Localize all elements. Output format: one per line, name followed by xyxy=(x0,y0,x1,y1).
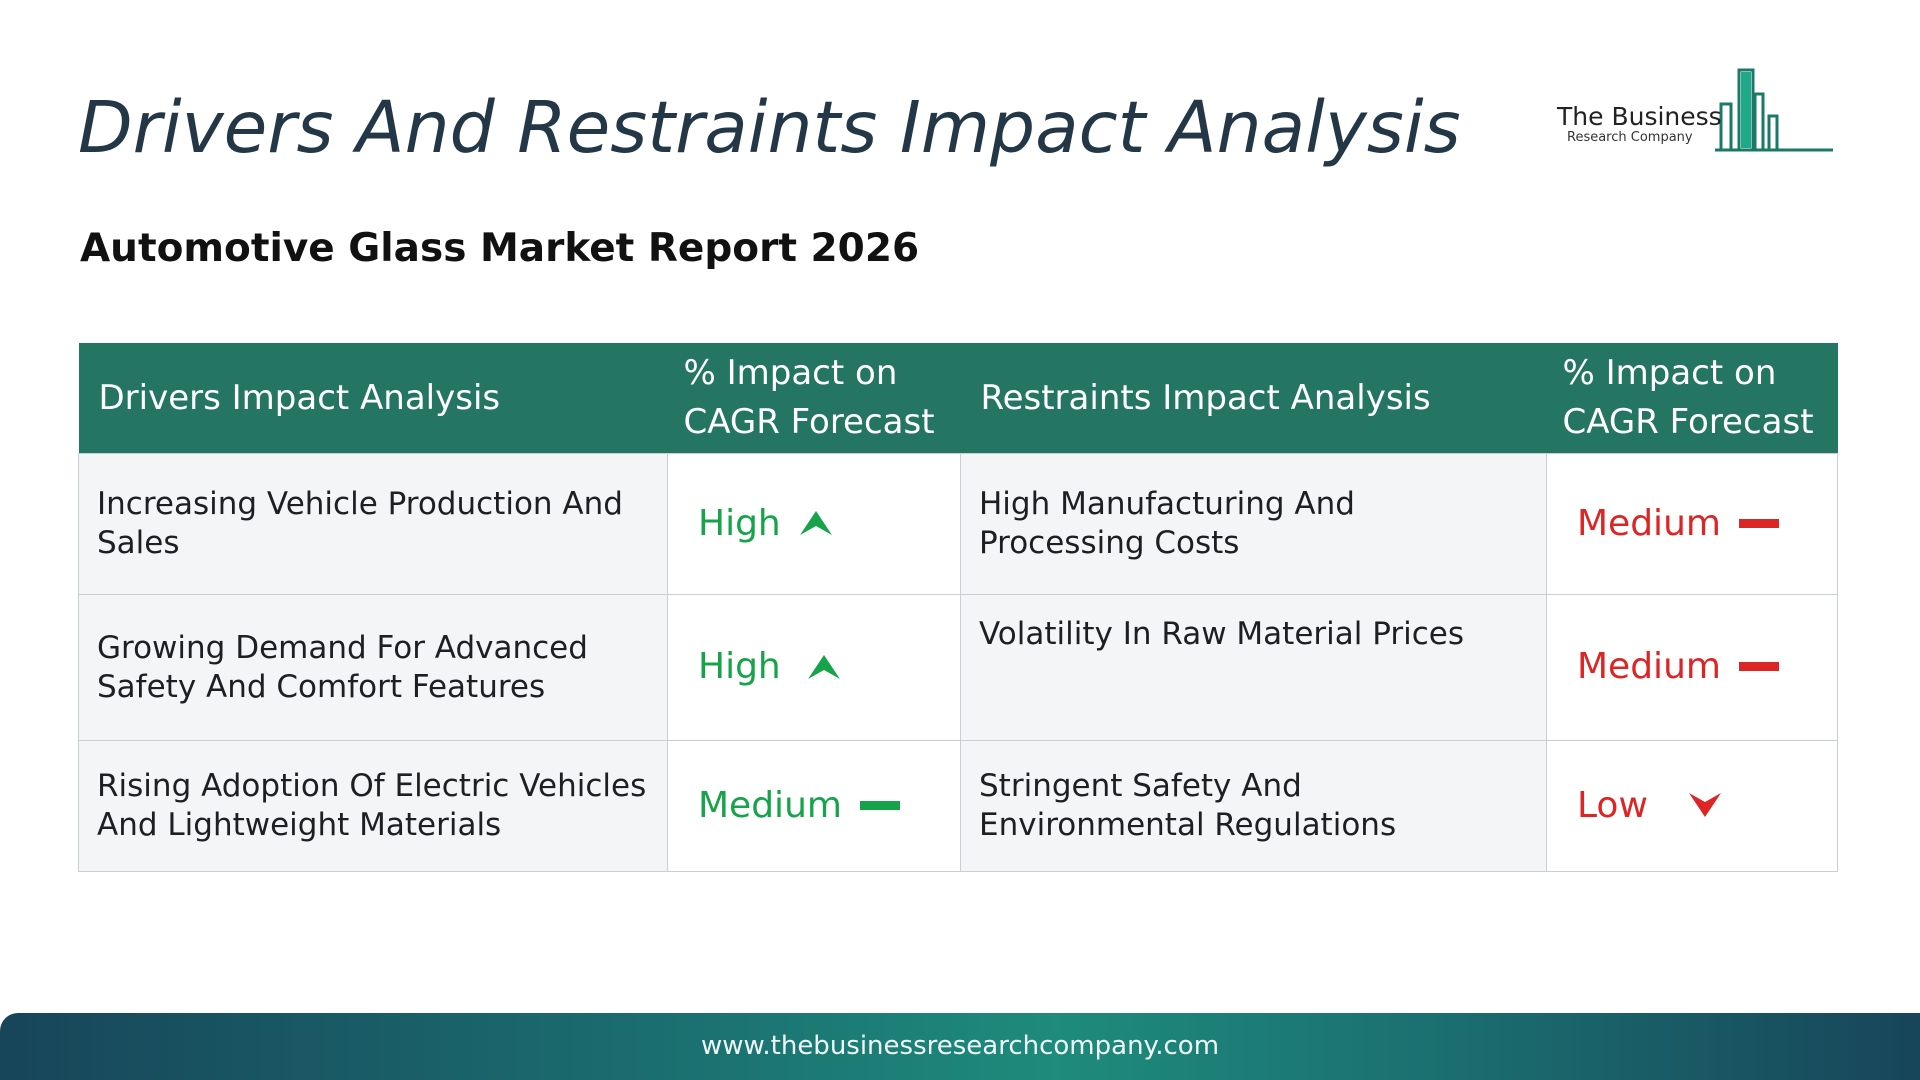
header-drivers: Drivers Impact Analysis xyxy=(78,343,668,454)
restraint-impact-cell: Medium xyxy=(1546,594,1838,741)
report-subtitle: Automotive Glass Market Report 2026 xyxy=(80,226,920,271)
driver-impact-label: Medium xyxy=(698,784,842,826)
arrow-down-icon xyxy=(1688,793,1721,817)
impact-table: Drivers Impact Analysis % Impact on CAGR… xyxy=(78,343,1838,872)
table-row: Increasing Vehicle Production And Sales … xyxy=(78,453,1838,595)
driver-impact-label: High xyxy=(698,646,781,687)
header-restraints-impact: % Impact on CAGR Forecast xyxy=(1546,343,1838,454)
driver-impact-cell: Medium xyxy=(667,740,961,872)
driver-impact-cell: High xyxy=(667,594,961,741)
restraint-impact-cell: Low xyxy=(1546,740,1838,872)
arrow-up-icon xyxy=(799,511,832,535)
driver-impact-label: High xyxy=(698,502,781,544)
driver-impact-cell: High xyxy=(667,453,961,595)
restraint-impact-cell: Medium xyxy=(1546,453,1838,595)
restraint-cell: Volatility In Raw Material Prices xyxy=(960,594,1547,741)
city-bars-icon xyxy=(1715,68,1833,152)
driver-cell: Increasing Vehicle Production And Sales xyxy=(78,453,668,595)
footer-bar: www.thebusinessresearchcompany.com xyxy=(0,1013,1920,1080)
table-row: Rising Adoption Of Electric Vehicles And… xyxy=(78,740,1838,872)
header-drivers-impact: % Impact on CAGR Forecast xyxy=(667,343,961,454)
restraint-impact-label: Medium xyxy=(1577,502,1721,544)
restraint-impact-label: Medium xyxy=(1577,646,1721,687)
table-row: Growing Demand For Advanced Safety And C… xyxy=(78,594,1838,741)
driver-cell: Rising Adoption Of Electric Vehicles And… xyxy=(78,740,668,872)
table-header-row: Drivers Impact Analysis % Impact on CAGR… xyxy=(78,343,1838,454)
driver-cell: Growing Demand For Advanced Safety And C… xyxy=(78,594,668,741)
restraint-impact-label: Low xyxy=(1577,784,1648,826)
dash-icon xyxy=(859,800,900,810)
dash-icon xyxy=(1738,518,1779,528)
company-logo: The Business Research Company xyxy=(1555,66,1835,156)
footer-url[interactable]: www.thebusinessresearchcompany.com xyxy=(700,1031,1220,1061)
logo-tagline: Research Company xyxy=(1567,130,1693,145)
arrow-up-icon xyxy=(807,654,840,679)
page-title: Drivers And Restraints Impact Analysis xyxy=(78,86,1461,169)
header-restraints: Restraints Impact Analysis xyxy=(960,343,1547,454)
dash-icon xyxy=(1738,662,1779,671)
restraint-cell: High Manufacturing And Processing Costs xyxy=(960,453,1547,595)
restraint-cell: Stringent Safety And Environmental Regul… xyxy=(960,740,1547,872)
logo-name: The Business xyxy=(1557,102,1722,131)
